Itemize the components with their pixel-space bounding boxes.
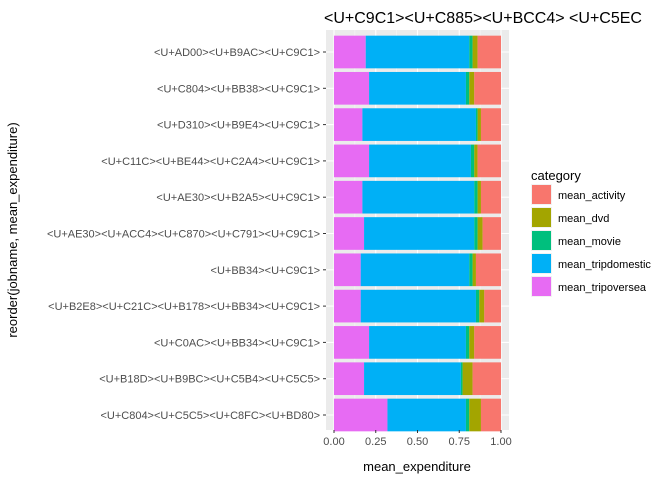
y-tick-label: <U+C804><U+C5C5><U+C8FC><U+BD80>	[100, 410, 320, 422]
bar-segment-mean-movie	[475, 108, 478, 141]
bar-segment-mean-tripdomestic	[365, 35, 470, 69]
bar-segment-mean-movie	[465, 398, 470, 432]
legend-title: category	[531, 168, 581, 183]
bar-segment-mean-movie	[474, 217, 478, 250]
bar-segment-mean-tripoversea	[334, 180, 363, 214]
x-tick-label: 0.25	[365, 436, 386, 448]
y-tick-label: <U+B2E8><U+C21C><U+B178><U+BB34><U+C9C1>	[48, 301, 320, 313]
bar-segment-mean-dvd	[477, 217, 483, 250]
bar-segment-mean-dvd	[477, 180, 481, 214]
x-tick-label: 1.00	[490, 436, 511, 448]
legend-swatch-mean-tripoversea	[532, 277, 551, 296]
bar-segment-mean-tripoversea	[334, 144, 370, 178]
bar-segment-mean-movie	[469, 35, 473, 69]
y-tick-label: <U+C804><U+BB38><U+C9C1>	[157, 83, 320, 95]
bar-segment-mean-tripdomestic	[369, 71, 466, 105]
bar-segment-mean-tripoversea	[334, 71, 370, 105]
bar-segment-mean-dvd	[469, 326, 475, 359]
bar-segment-mean-tripoversea	[334, 253, 361, 287]
y-tick-label: <U+B18D><U+B9BC><U+C5B4><U+C5C5>	[99, 374, 320, 386]
y-tick-label: <U+C11C><U+BE44><U+C2A4><U+C9C1>	[101, 156, 320, 168]
x-tick-label: 0.75	[449, 436, 470, 448]
bar-segment-mean-activity	[477, 35, 501, 69]
bar-segment-mean-movie	[470, 144, 475, 178]
bar-segment-mean-activity	[477, 144, 501, 178]
bar-segment-mean-tripoversea	[334, 326, 370, 359]
y-tick-label: <U+C0AC><U+BB34><U+C9C1>	[154, 337, 320, 349]
bar-segment-mean-tripoversea	[334, 217, 365, 250]
legend-swatch-mean-tripdomestic	[532, 254, 551, 273]
bar-segment-mean-dvd	[469, 71, 475, 105]
bar-segment-mean-dvd	[479, 289, 485, 323]
bar-segment-mean-activity	[480, 398, 501, 432]
bar-segment-mean-activity	[472, 362, 501, 396]
bar-segment-mean-activity	[474, 326, 501, 359]
bar-segment-mean-tripdomestic	[364, 217, 475, 250]
x-tick-label: 0.50	[407, 436, 428, 448]
legend-label: mean_dvd	[558, 213, 609, 225]
legend-label: mean_movie	[558, 236, 621, 248]
bar-segment-mean-tripdomestic	[362, 108, 476, 141]
bar-segment-mean-tripdomestic	[364, 362, 461, 396]
bar-segment-mean-activity	[474, 71, 501, 105]
legend-swatch-mean-activity	[532, 185, 551, 204]
bar-segment-mean-movie	[475, 289, 480, 323]
bar-segment-mean-dvd	[472, 253, 476, 287]
bar-segment-mean-activity	[480, 180, 501, 214]
bar-segment-mean-tripdomestic	[369, 326, 466, 359]
legend-label: mean_tripdomestic	[558, 259, 651, 271]
legend-label: mean_activity	[558, 190, 626, 202]
bar-segment-mean-movie	[465, 71, 470, 105]
bar-segment-mean-tripdomestic	[360, 289, 476, 323]
bar-segment-mean-activity	[482, 217, 501, 250]
y-tick-label: <U+AE30><U+B2A5><U+C9C1>	[156, 192, 320, 204]
y-tick-label: <U+D310><U+B9E4><U+C9C1>	[157, 120, 320, 132]
bar-segment-mean-tripdomestic	[387, 398, 466, 432]
bar-segment-mean-dvd	[477, 108, 481, 141]
legend-swatch-mean-dvd	[532, 208, 551, 227]
bar-segment-mean-activity	[475, 253, 501, 287]
legend: category mean_activity mean_dvd mean_movie…	[531, 168, 651, 297]
bar-segment-mean-movie	[474, 180, 478, 214]
legend-label: mean_tripoversea	[558, 282, 647, 294]
bar-segment-mean-dvd	[462, 362, 473, 396]
bar-segment-mean-activity	[484, 289, 501, 323]
bar-segment-mean-tripoversea	[334, 398, 388, 432]
y-tick-label: <U+AD00><U+B9AC><U+C9C1>	[154, 47, 320, 59]
x-tick-label: 0.00	[323, 436, 344, 448]
bar-segment-mean-movie	[465, 326, 470, 359]
bar-segment-mean-dvd	[472, 35, 478, 69]
bar-segment-mean-tripdomestic	[360, 253, 470, 287]
y-axis-title: reorder(jobname, mean_expenditure)	[5, 122, 20, 337]
bar-segment-mean-dvd	[469, 398, 481, 432]
bar-segment-mean-tripoversea	[334, 108, 363, 141]
bar-segment-mean-tripdomestic	[362, 180, 475, 214]
bar-segment-mean-tripdomestic	[369, 144, 471, 178]
bar-segment-mean-tripoversea	[334, 35, 366, 69]
bar-segment-mean-tripoversea	[334, 362, 365, 396]
chart-title: <U+C9C1><U+C885><U+BCC4> <U+C5EC	[324, 10, 642, 27]
bar-segment-mean-activity	[480, 108, 501, 141]
bar-segment-mean-movie	[460, 362, 463, 396]
bar-segment-mean-dvd	[474, 144, 478, 178]
bar-segment-mean-tripoversea	[334, 289, 361, 323]
y-tick-label: <U+AE30><U+ACC4><U+C870><U+C791><U+C9C1>	[47, 229, 320, 241]
legend-swatch-mean-movie	[532, 231, 551, 250]
y-tick-label: <U+BB34><U+C9C1>	[211, 265, 320, 277]
x-axis-title: mean_expenditure	[363, 459, 471, 474]
bar-segment-mean-movie	[469, 253, 473, 287]
